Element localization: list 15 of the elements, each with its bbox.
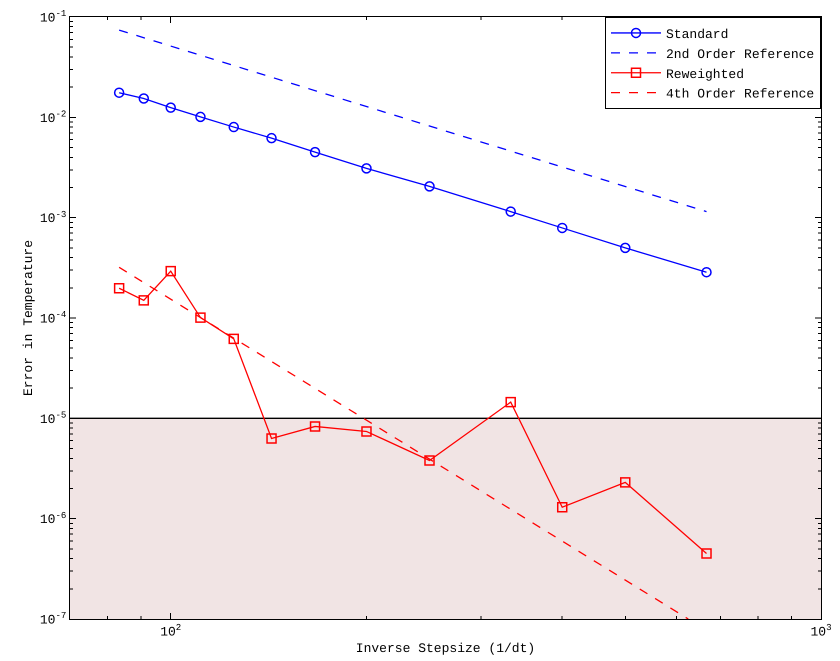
y-tick-label: 10$^{-7}$ <box>40 610 66 628</box>
y-axis-title: Error in Temperature <box>20 240 36 396</box>
y-tick-label: 10$^{-5}$ <box>40 409 66 427</box>
y-tick-label: 10$^{-6}$ <box>40 510 66 528</box>
y-tick-label: 10$^{-3}$ <box>40 208 66 226</box>
legend-label: Reweighted <box>666 66 744 82</box>
x-tick-label: 10$^{2}$ <box>160 622 182 640</box>
legend-label: Standard <box>666 27 728 42</box>
y-tick-label: 10$^{-2}$ <box>40 108 66 126</box>
y-tick-label: 10$^{-4}$ <box>40 309 66 327</box>
x-axis-title: Inverse Stepsize (1/dt) <box>356 641 536 656</box>
y-tick-label: 10$^{-1}$ <box>40 8 67 26</box>
x-tick-label: 10$^{3}$ <box>810 622 832 640</box>
legend-label: 4th Order Reference <box>666 86 814 102</box>
legend-label: 2nd Order Reference <box>666 46 814 62</box>
